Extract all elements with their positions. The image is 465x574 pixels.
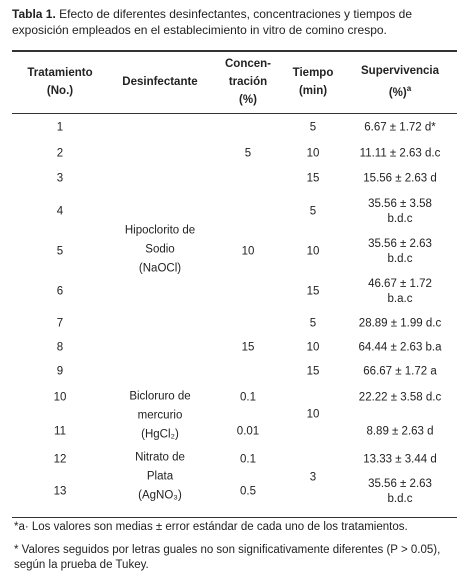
survival-line: 35.56 ± 3.58 — [368, 198, 432, 210]
survival-line: b.a.c — [387, 293, 413, 305]
treatment: 4 — [56, 205, 64, 218]
concentration: 0.1 — [240, 391, 256, 404]
survival: 6.67 ± 1.72 d* — [364, 121, 436, 136]
header-line: Desinfectante — [122, 76, 198, 88]
survival-line: 35.56 ± 2.63 — [368, 238, 432, 250]
treatment: 8 — [56, 341, 64, 354]
time: 10 — [306, 245, 320, 258]
survival-line: 22.22 ± 3.58 d.c — [358, 391, 442, 404]
survival: 35.56 ± 2.63 b.d.c — [368, 237, 432, 267]
disinfectant-line: mercurio — [137, 409, 183, 422]
disinfectant-line: Sodio — [145, 243, 175, 256]
header-line: (%) — [388, 86, 407, 99]
treatment: 1 — [56, 121, 64, 134]
treatment: 12 — [53, 453, 67, 466]
survival-line: 15.56 ± 2.63 d — [363, 172, 437, 185]
disinfectant-line: (HgCl₂) — [141, 428, 179, 441]
disinfectant-line: Nitrato de — [135, 451, 185, 464]
concentration: 0.1 — [240, 453, 256, 466]
survival: 46.67 ± 1.72 b.a.c — [368, 277, 432, 307]
time: 15 — [306, 285, 320, 298]
survival: 11.11 ± 2.63 d.c — [360, 147, 441, 162]
treatment: 9 — [56, 365, 64, 378]
header: Concen-tración (%) — [225, 55, 271, 109]
concentration: 15 — [241, 341, 255, 354]
header: Tiempo (min) — [293, 64, 334, 100]
caption-text: Efecto de diferentes desinfectantes, con… — [12, 7, 413, 37]
treatment: 7 — [56, 317, 64, 330]
footnote: *a· Los valores son medias ± error están… — [14, 521, 408, 533]
survival-line: 46.67 ± 1.72 — [368, 278, 432, 290]
disinfectant-line: (AgNO₃) — [138, 489, 182, 502]
time: 10 — [306, 341, 320, 354]
header-line: Concen- — [225, 58, 271, 70]
header-sup: a — [406, 84, 412, 94]
survival: 15.56 ± 2.63 d — [363, 172, 436, 187]
rule — [12, 517, 457, 518]
rule — [12, 50, 457, 52]
time: 5 — [309, 121, 317, 134]
survival: 8.89 ± 2.63 d — [366, 425, 433, 440]
disinfectant: Bicloruro de mercurio (HgCl₂) — [129, 388, 190, 445]
header-line: Supervivencia — [361, 65, 439, 78]
header-line: Tiempo — [292, 67, 334, 79]
treatment: 10 — [53, 391, 67, 404]
disinfectant-line: Bicloruro de — [129, 390, 191, 403]
footnote: * Valores seguidos por letras guales no … — [14, 544, 441, 571]
time: 5 — [309, 205, 317, 218]
disinfectant-line: (NaOCl) — [138, 262, 182, 275]
disinfectant-line: Plata — [146, 470, 174, 483]
concentration: 0.5 — [240, 485, 256, 498]
header: Desinfectante — [122, 73, 197, 91]
caption-label: Tabla 1. — [12, 7, 56, 21]
survival: 66.67 ± 1.72 a — [363, 365, 436, 380]
survival-line: 11.11 ± 2.63 d.c — [359, 147, 441, 160]
header-line: tración — [228, 76, 268, 88]
survival: 35.56 ± 2.63 b.d.c — [368, 477, 432, 507]
survival-line: 66.67 ± 1.72 a — [363, 365, 437, 378]
header-line: (No.) — [46, 85, 74, 97]
header-line: (%) — [239, 94, 257, 106]
time: 5 — [309, 317, 317, 330]
survival-line: b.d.c — [387, 213, 413, 225]
survival-line: 13.33 ± 3.44 d — [363, 453, 437, 466]
time: 3 — [309, 471, 317, 484]
survival-line: 35.56 ± 2.63 — [368, 478, 432, 490]
treatment: 13 — [53, 485, 67, 498]
header: Tratamiento (No.) — [27, 64, 92, 100]
survival: 22.22 ± 3.58 d.c — [359, 391, 441, 406]
survival-line: 64.44 ± 2.63 b.a — [358, 341, 442, 354]
disinfectant: Nitrato de Plata (AgNO₃) — [135, 449, 185, 506]
treatment: 5 — [56, 245, 64, 258]
time: 10 — [306, 408, 320, 421]
header-line: (min) — [298, 85, 328, 97]
survival-line: 6.67 ± 1.72 d* — [364, 121, 436, 134]
survival-line: 8.89 ± 2.63 d — [366, 425, 434, 438]
treatment: 2 — [56, 147, 64, 160]
disinfectant-line: Hipoclorito de — [124, 224, 196, 237]
survival: 28.89 ± 1.99 d.c — [359, 317, 441, 332]
header-line: Tratamiento — [27, 67, 93, 79]
treatment: 11 — [54, 425, 66, 438]
time: 15 — [306, 365, 320, 378]
rule — [12, 113, 457, 114]
survival-line: b.d.c — [387, 493, 413, 505]
concentration: 0.01 — [236, 425, 260, 438]
treatment: 6 — [56, 285, 64, 298]
survival-line: 28.89 ± 1.99 d.c — [358, 317, 442, 330]
header: Supervivencia (%)a — [361, 62, 439, 102]
survival: 13.33 ± 3.44 d — [363, 453, 436, 468]
concentration: 10 — [241, 245, 255, 258]
treatment: 3 — [56, 172, 64, 185]
time: 10 — [306, 147, 320, 160]
survival-line: b.d.c — [387, 253, 413, 265]
concentration: 5 — [244, 147, 252, 160]
disinfectant: Hipoclorito de Sodio (NaOCl) — [125, 222, 195, 279]
survival: 35.56 ± 3.58 b.d.c — [368, 197, 432, 227]
time: 15 — [306, 172, 320, 185]
caption: Tabla 1. Efecto de diferentes desinfecta… — [12, 6, 457, 38]
survival: 64.44 ± 2.63 b.a — [358, 341, 441, 356]
